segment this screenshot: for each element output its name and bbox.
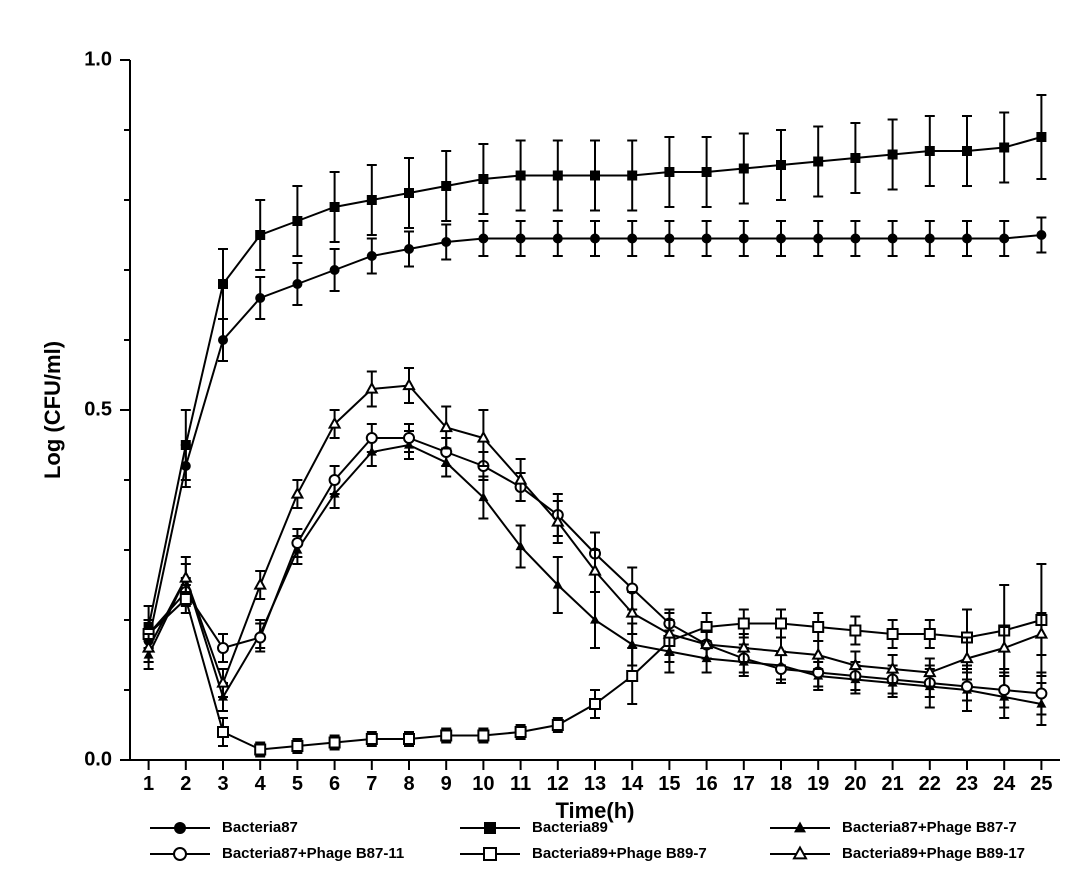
x-tick-label: 7: [366, 773, 377, 795]
legend-label: Bacteria89+Phage B89-17: [842, 845, 1025, 862]
x-tick-label: 19: [807, 773, 829, 795]
line-chart: 0.00.51.01234567891011121314151617181920…: [0, 0, 1083, 884]
x-tick-label: 22: [919, 773, 941, 795]
legend-item-bacteria89_phage_b89_17: Bacteria89+Phage B89-17: [770, 845, 1025, 862]
legend-item-bacteria87_phage_b87_7: Bacteria87+Phage B87-7: [770, 819, 1017, 836]
x-tick-label: 10: [472, 773, 494, 795]
legend-item-bacteria89_phage_b89_7: Bacteria89+Phage B89-7: [460, 845, 707, 862]
x-tick-label: 20: [844, 773, 866, 795]
y-tick-label: 1.0: [84, 48, 112, 70]
x-tick-label: 1: [143, 773, 154, 795]
legend-label: Bacteria87: [222, 819, 298, 836]
legend-label: Bacteria89: [532, 819, 608, 836]
legend-label: Bacteria87+Phage B87-11: [222, 845, 404, 862]
x-tick-label: 18: [770, 773, 792, 795]
x-tick-label: 4: [255, 773, 267, 795]
x-tick-label: 5: [292, 773, 303, 795]
y-tick-label: 0.0: [84, 748, 112, 770]
legend-item-bacteria87: Bacteria87: [150, 819, 298, 836]
legend-item-bacteria87_phage_b87_11: Bacteria87+Phage B87-11: [150, 845, 404, 862]
x-tick-label: 14: [621, 773, 644, 795]
x-tick-label: 15: [658, 773, 680, 795]
y-axis-label: Log (CFU/ml): [40, 341, 65, 479]
x-tick-label: 11: [510, 773, 531, 795]
legend-label: Bacteria87+Phage B87-7: [842, 819, 1017, 836]
legend-item-bacteria89: Bacteria89: [460, 819, 608, 836]
x-tick-label: 8: [403, 773, 414, 795]
x-tick-label: 9: [441, 773, 452, 795]
x-tick-label: 3: [217, 773, 228, 795]
chart-container: 0.00.51.01234567891011121314151617181920…: [0, 0, 1083, 884]
x-tick-label: 24: [993, 773, 1016, 795]
x-tick-label: 12: [547, 773, 569, 795]
x-tick-label: 17: [733, 773, 755, 795]
x-tick-label: 2: [180, 773, 191, 795]
x-tick-label: 25: [1030, 773, 1052, 795]
x-tick-label: 23: [956, 773, 978, 795]
x-tick-label: 21: [881, 773, 903, 795]
x-tick-label: 13: [584, 773, 606, 795]
y-tick-label: 0.5: [84, 398, 112, 420]
x-tick-label: 6: [329, 773, 340, 795]
x-tick-label: 16: [695, 773, 717, 795]
legend-label: Bacteria89+Phage B89-7: [532, 845, 707, 862]
